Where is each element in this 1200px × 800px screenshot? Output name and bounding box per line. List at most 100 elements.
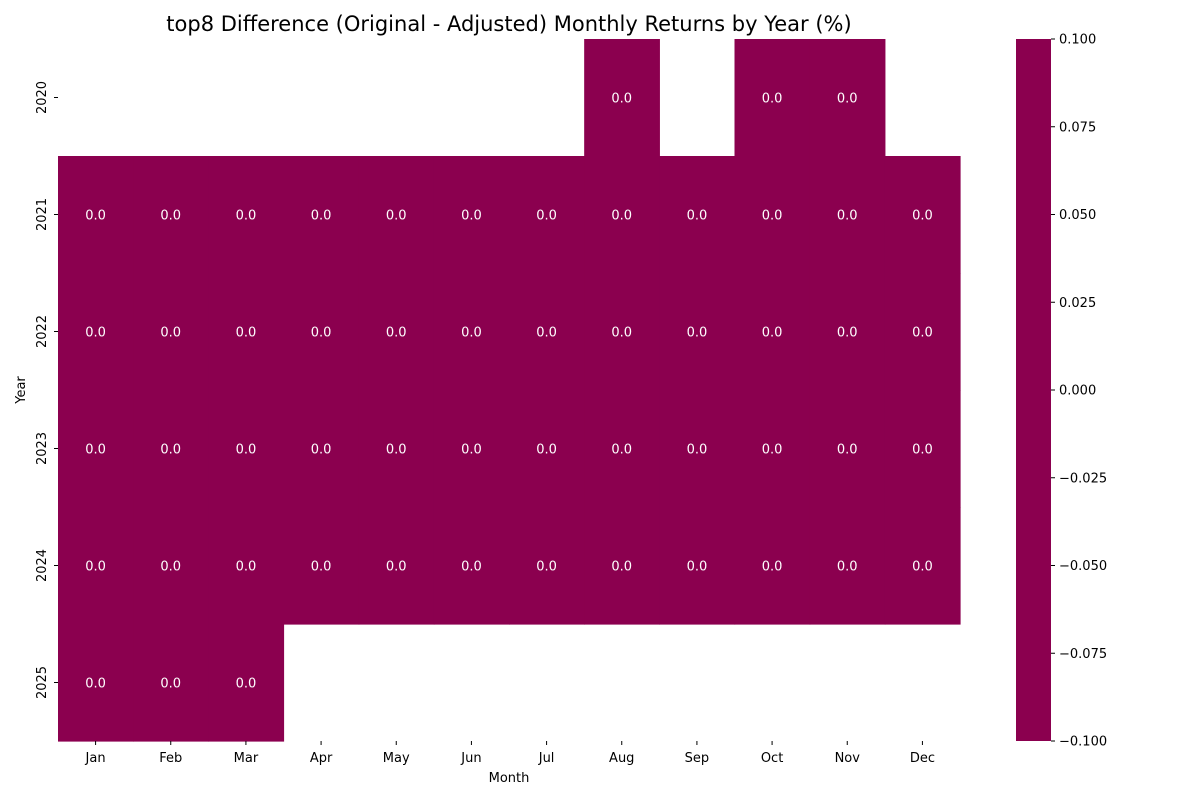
cell-value-label: 0.0 xyxy=(611,92,632,107)
cell-value-label: 0.0 xyxy=(160,443,181,458)
heatmap-cell xyxy=(584,390,660,508)
cell-value-label: 0.0 xyxy=(85,209,106,224)
cell-value-label: 0.0 xyxy=(912,560,933,575)
heatmap-cell xyxy=(509,390,585,508)
cell-value-label: 0.0 xyxy=(461,443,482,458)
heatmap-cell xyxy=(58,390,134,508)
x-tick-label: Nov xyxy=(835,751,861,766)
heatmap-cell xyxy=(358,390,435,508)
cell-value-label: 0.0 xyxy=(837,560,858,575)
cell-value-label: 0.0 xyxy=(85,326,106,341)
cell-value-label: 0.0 xyxy=(536,560,557,575)
cell-value-label: 0.0 xyxy=(912,443,933,458)
heatmap-cell xyxy=(734,390,811,508)
cell-value-label: 0.0 xyxy=(386,443,407,458)
heatmap-cell xyxy=(133,390,209,508)
colorbar-gradient xyxy=(1016,39,1051,741)
x-axis-label: Month xyxy=(489,771,530,786)
cell-value-label: 0.0 xyxy=(536,326,557,341)
heatmap-cell xyxy=(509,273,585,391)
colorbar-tick-label: −0.100 xyxy=(1059,735,1107,750)
heatmap-cell xyxy=(208,507,285,625)
y-axis-label: Year xyxy=(14,376,29,405)
cell-value-label: 0.0 xyxy=(536,443,557,458)
cell-value-label: 0.0 xyxy=(386,560,407,575)
cell-value-label: 0.0 xyxy=(687,326,708,341)
y-tick-label: 2025 xyxy=(35,666,50,699)
cell-value-label: 0.0 xyxy=(461,326,482,341)
x-tick-label: Aug xyxy=(609,751,634,766)
cell-value-label: 0.0 xyxy=(236,560,257,575)
cell-value-label: 0.0 xyxy=(311,560,332,575)
cell-value-label: 0.0 xyxy=(85,443,106,458)
heatmap-cell xyxy=(884,273,961,391)
heatmap-cell xyxy=(584,273,660,391)
heatmap-cell xyxy=(584,156,660,274)
cell-value-label: 0.0 xyxy=(386,209,407,224)
heatmap-cell xyxy=(509,507,585,625)
cell-value-label: 0.0 xyxy=(160,677,181,692)
heatmap-cell xyxy=(809,273,886,391)
cell-value-label: 0.0 xyxy=(762,92,783,107)
heatmap-cell xyxy=(809,156,886,274)
cell-value-label: 0.0 xyxy=(687,209,708,224)
heatmap-cell-labels: 0.0 0.0 0.0 0.0 0.0 0.0 0.0 0.0 0.0 0.0 0.0 0.0 0.0 0… xyxy=(85,92,933,692)
cell-value-label: 0.0 xyxy=(912,326,933,341)
x-tick-label: Jul xyxy=(538,751,555,766)
heatmap-cell xyxy=(208,273,285,391)
heatmap-cell xyxy=(433,390,510,508)
heatmap-cell xyxy=(283,390,360,508)
cell-value-label: 0.0 xyxy=(236,677,257,692)
heatmap-cell xyxy=(133,273,209,391)
cell-value-label: 0.0 xyxy=(837,443,858,458)
y-tick-label: 2021 xyxy=(35,198,50,231)
heatmap-cell xyxy=(58,273,134,391)
heatmap-cell xyxy=(208,624,285,742)
cell-value-label: 0.0 xyxy=(837,326,858,341)
colorbar-tick-label: 0.000 xyxy=(1059,384,1096,399)
heatmap-cell xyxy=(283,273,360,391)
x-tick-label: Mar xyxy=(234,751,259,766)
x-tick-label: Sep xyxy=(685,751,710,766)
colorbar-tick-label: 0.050 xyxy=(1059,208,1096,223)
colorbar-tick-label: 0.100 xyxy=(1059,33,1096,48)
y-tick-label: 2020 xyxy=(35,81,50,114)
y-tick-label: 2024 xyxy=(35,549,50,582)
cell-value-label: 0.0 xyxy=(762,443,783,458)
heatmap-cell xyxy=(433,156,510,274)
heatmap-cell xyxy=(433,507,510,625)
colorbar: 0.100 0.075 0.050 0.025 0.000 −0.025 −0.050 −0.… xyxy=(1016,33,1107,750)
heatmap-cell xyxy=(358,273,435,391)
heatmap-cell xyxy=(809,507,886,625)
colorbar-tick-label: 0.025 xyxy=(1059,296,1096,311)
x-tick-label: Dec xyxy=(910,751,935,766)
heatmap-cell xyxy=(659,273,736,391)
cell-value-label: 0.0 xyxy=(85,677,106,692)
heatmap-cell xyxy=(734,507,811,625)
cell-value-label: 0.0 xyxy=(160,326,181,341)
x-tick-label: Oct xyxy=(761,751,783,766)
y-axis: 2020 2021 2022 2023 2024 2025 xyxy=(35,81,58,699)
heatmap-cell xyxy=(58,507,134,625)
cell-value-label: 0.0 xyxy=(461,560,482,575)
heatmap-cells xyxy=(58,39,961,742)
cell-value-label: 0.0 xyxy=(236,326,257,341)
x-tick-label: Jan xyxy=(85,751,106,766)
colorbar-tick-label: −0.050 xyxy=(1059,559,1107,574)
heatmap-cell xyxy=(358,507,435,625)
heatmap-cell xyxy=(283,507,360,625)
heatmap-cell xyxy=(133,156,209,274)
cell-value-label: 0.0 xyxy=(687,560,708,575)
heatmap-cell xyxy=(509,156,585,274)
y-tick-label: 2023 xyxy=(35,432,50,465)
heatmap-cell xyxy=(58,156,134,274)
colorbar-tick-label: −0.075 xyxy=(1059,647,1107,662)
cell-value-label: 0.0 xyxy=(687,443,708,458)
cell-value-label: 0.0 xyxy=(611,560,632,575)
cell-value-label: 0.0 xyxy=(837,92,858,107)
heatmap-cell xyxy=(884,390,961,508)
heatmap-cell xyxy=(734,156,811,274)
cell-value-label: 0.0 xyxy=(762,326,783,341)
cell-value-label: 0.0 xyxy=(461,209,482,224)
